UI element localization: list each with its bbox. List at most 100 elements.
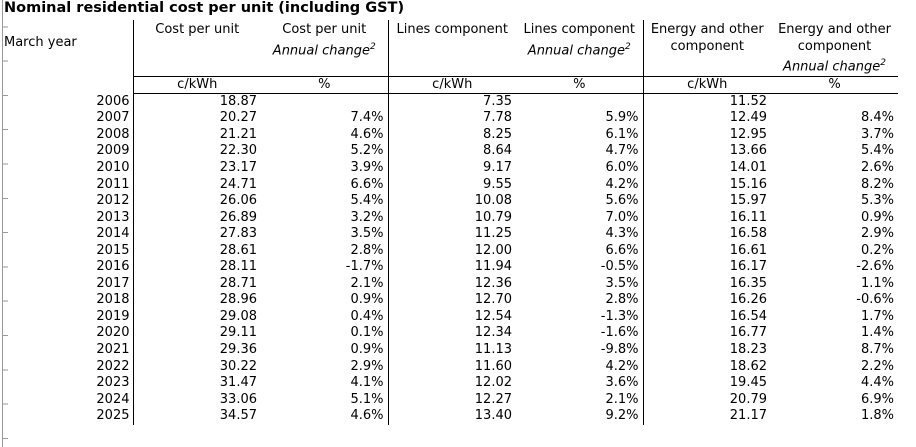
year-cell: 2020 [0,325,134,343]
lines-annual-change-cell: -1.6% [516,325,644,343]
cost-per-unit-cell: 33.06 [219,391,257,407]
cost-per-unit-cell: 23.17 [219,160,257,176]
energy-annual-change-cell [771,93,898,110]
year-cell: 2006 [0,93,134,111]
energy-component-cell: 19.45 [729,375,767,391]
lines-annual-change-cell: 3.6% [516,375,644,392]
cost-per-unit-table: March year Cost per unit Cost per unit A… [0,20,898,425]
table-row: 2007 20.27 7.4% 7.78 5.9% 12.49 8.4% [0,110,898,127]
energy-annual-change-cell: 2.9% [860,226,894,242]
lines-component-cell: 11.60 [474,358,512,374]
year-cell: 2023 [0,375,134,392]
cost-annual-change-cell [261,93,389,111]
energy-component-cell: 13.66 [729,143,767,159]
lines-component-cell: 12.34 [474,325,512,341]
lines-annual-change-cell: 2.1% [516,391,644,409]
energy-annual-change-cell: 1.4% [860,325,894,341]
year-cell: 2024 [0,391,134,409]
table-row: 2024 33.06 5.1% 12.27 2.1% 20.79 6.9% [0,391,898,409]
lines-annual-change-cell: 3.5% [516,275,644,293]
energy-component-cell: 15.16 [729,176,767,192]
header-energy-annual-change: Energy and other component Annual change… [778,22,891,75]
header-energy-component: Energy and other component [650,22,764,54]
lines-annual-change-cell: 4.2% [516,176,644,194]
lines-component-cell: 12.27 [474,391,512,407]
lines-component-cell: 12.36 [474,275,512,291]
energy-component-cell: 16.54 [729,308,767,324]
lines-component-cell: 11.13 [474,342,512,358]
footnote-marker: 2 [369,41,376,52]
energy-annual-change-cell: 5.4% [860,143,894,159]
cost-annual-change-cell: 7.4% [261,110,389,127]
energy-component-cell: 16.17 [729,259,767,275]
lines-annual-change-cell: 4.7% [516,143,644,161]
lines-annual-change-cell: -1.3% [516,308,644,326]
cost-per-unit-cell: 28.11 [219,259,257,275]
cost-annual-change-cell: 0.4% [261,308,389,326]
energy-annual-change-cell: 1.1% [860,275,894,291]
table-row: 2016 28.11 -1.7% 11.94 -0.5% 16.17 -2.6% [0,259,898,276]
lines-annual-change-cell: 5.6% [516,193,644,210]
energy-component-cell: 16.26 [729,292,767,308]
energy-component-cell: 20.79 [729,391,767,407]
lines-component-cell: 9.55 [483,176,512,192]
table-row: 2006 18.87 7.35 11.52 [0,93,898,111]
lines-component-cell: 8.25 [483,126,512,142]
table-row: 2011 24.71 6.6% 9.55 4.2% 15.16 8.2% [0,176,898,194]
energy-annual-change-cell: 8.4% [860,110,894,126]
cost-annual-change-cell: 4.6% [261,126,389,144]
unit-lines-annual-change: % [516,75,644,94]
cost-per-unit-cell: 29.11 [219,325,257,341]
cost-annual-change-cell: 2.9% [261,358,389,376]
lines-annual-change-cell: 6.1% [516,126,644,144]
table-row: 2022 30.22 2.9% 11.60 4.2% 18.62 2.2% [0,358,898,376]
units-row: c/kWh % c/kWh % c/kWh % [0,75,898,94]
cost-per-unit-cell: 28.71 [219,275,257,291]
lines-annual-change-cell: 7.0% [516,209,644,227]
page-title: Nominal residential cost per unit (inclu… [4,0,405,16]
year-cell: 2012 [0,193,134,210]
cost-annual-change-cell: 0.9% [261,292,389,309]
cost-annual-change-cell: 3.2% [261,209,389,227]
lines-annual-change-cell: 6.6% [516,242,644,260]
lines-annual-change-cell: 4.3% [516,226,644,243]
cost-annual-change-cell: 5.2% [261,143,389,161]
energy-annual-change-cell: -2.6% [856,259,894,275]
footnote-marker: 2 [624,41,631,52]
year-cell: 2019 [0,308,134,326]
year-cell: 2007 [0,110,134,127]
cost-annual-change-cell: 4.1% [261,375,389,392]
lines-annual-change-cell: 4.2% [516,358,644,376]
energy-annual-change-cell: -0.6% [856,292,894,308]
cost-per-unit-cell: 21.21 [219,126,257,142]
energy-annual-change-cell: 8.7% [860,342,894,358]
energy-component-cell: 16.58 [729,226,767,242]
energy-component-cell: 12.49 [729,110,767,126]
unit-energy-annual-change: % [771,75,898,94]
unit-energy-component: c/kWh [643,75,771,94]
year-cell: 2017 [0,275,134,293]
year-cell: 2015 [0,242,134,260]
cost-per-unit-cell: 28.96 [219,292,257,308]
cost-per-unit-cell: 22.30 [219,143,257,159]
energy-component-cell: 16.35 [729,275,767,291]
year-cell: 2011 [0,176,134,194]
lines-component-cell: 13.40 [474,408,512,424]
energy-component-cell: 14.01 [729,160,767,176]
lines-component-cell: 12.00 [474,242,512,258]
cost-per-unit-cell: 29.08 [219,308,257,324]
row-axis-label: March year [0,20,134,77]
cost-per-unit-cell: 24.71 [219,176,257,192]
lines-annual-change-cell: 5.9% [516,110,644,127]
lines-component-cell: 7.78 [483,110,512,126]
energy-annual-change-cell: 8.2% [860,176,894,192]
table-row: 2018 28.96 0.9% 12.70 2.8% 16.26 -0.6% [0,292,898,309]
energy-component-cell: 18.23 [729,342,767,358]
header-cost-per-unit: Cost per unit [155,22,240,37]
cost-per-unit-cell: 26.89 [219,209,257,225]
cost-per-unit-cell: 34.57 [219,408,257,424]
cost-per-unit-cell: 28.61 [219,242,257,258]
lines-component-cell: 8.64 [483,143,512,159]
table-row: 2012 26.06 5.4% 10.08 5.6% 15.97 5.3% [0,193,898,210]
cost-per-unit-cell: 31.47 [219,375,257,391]
